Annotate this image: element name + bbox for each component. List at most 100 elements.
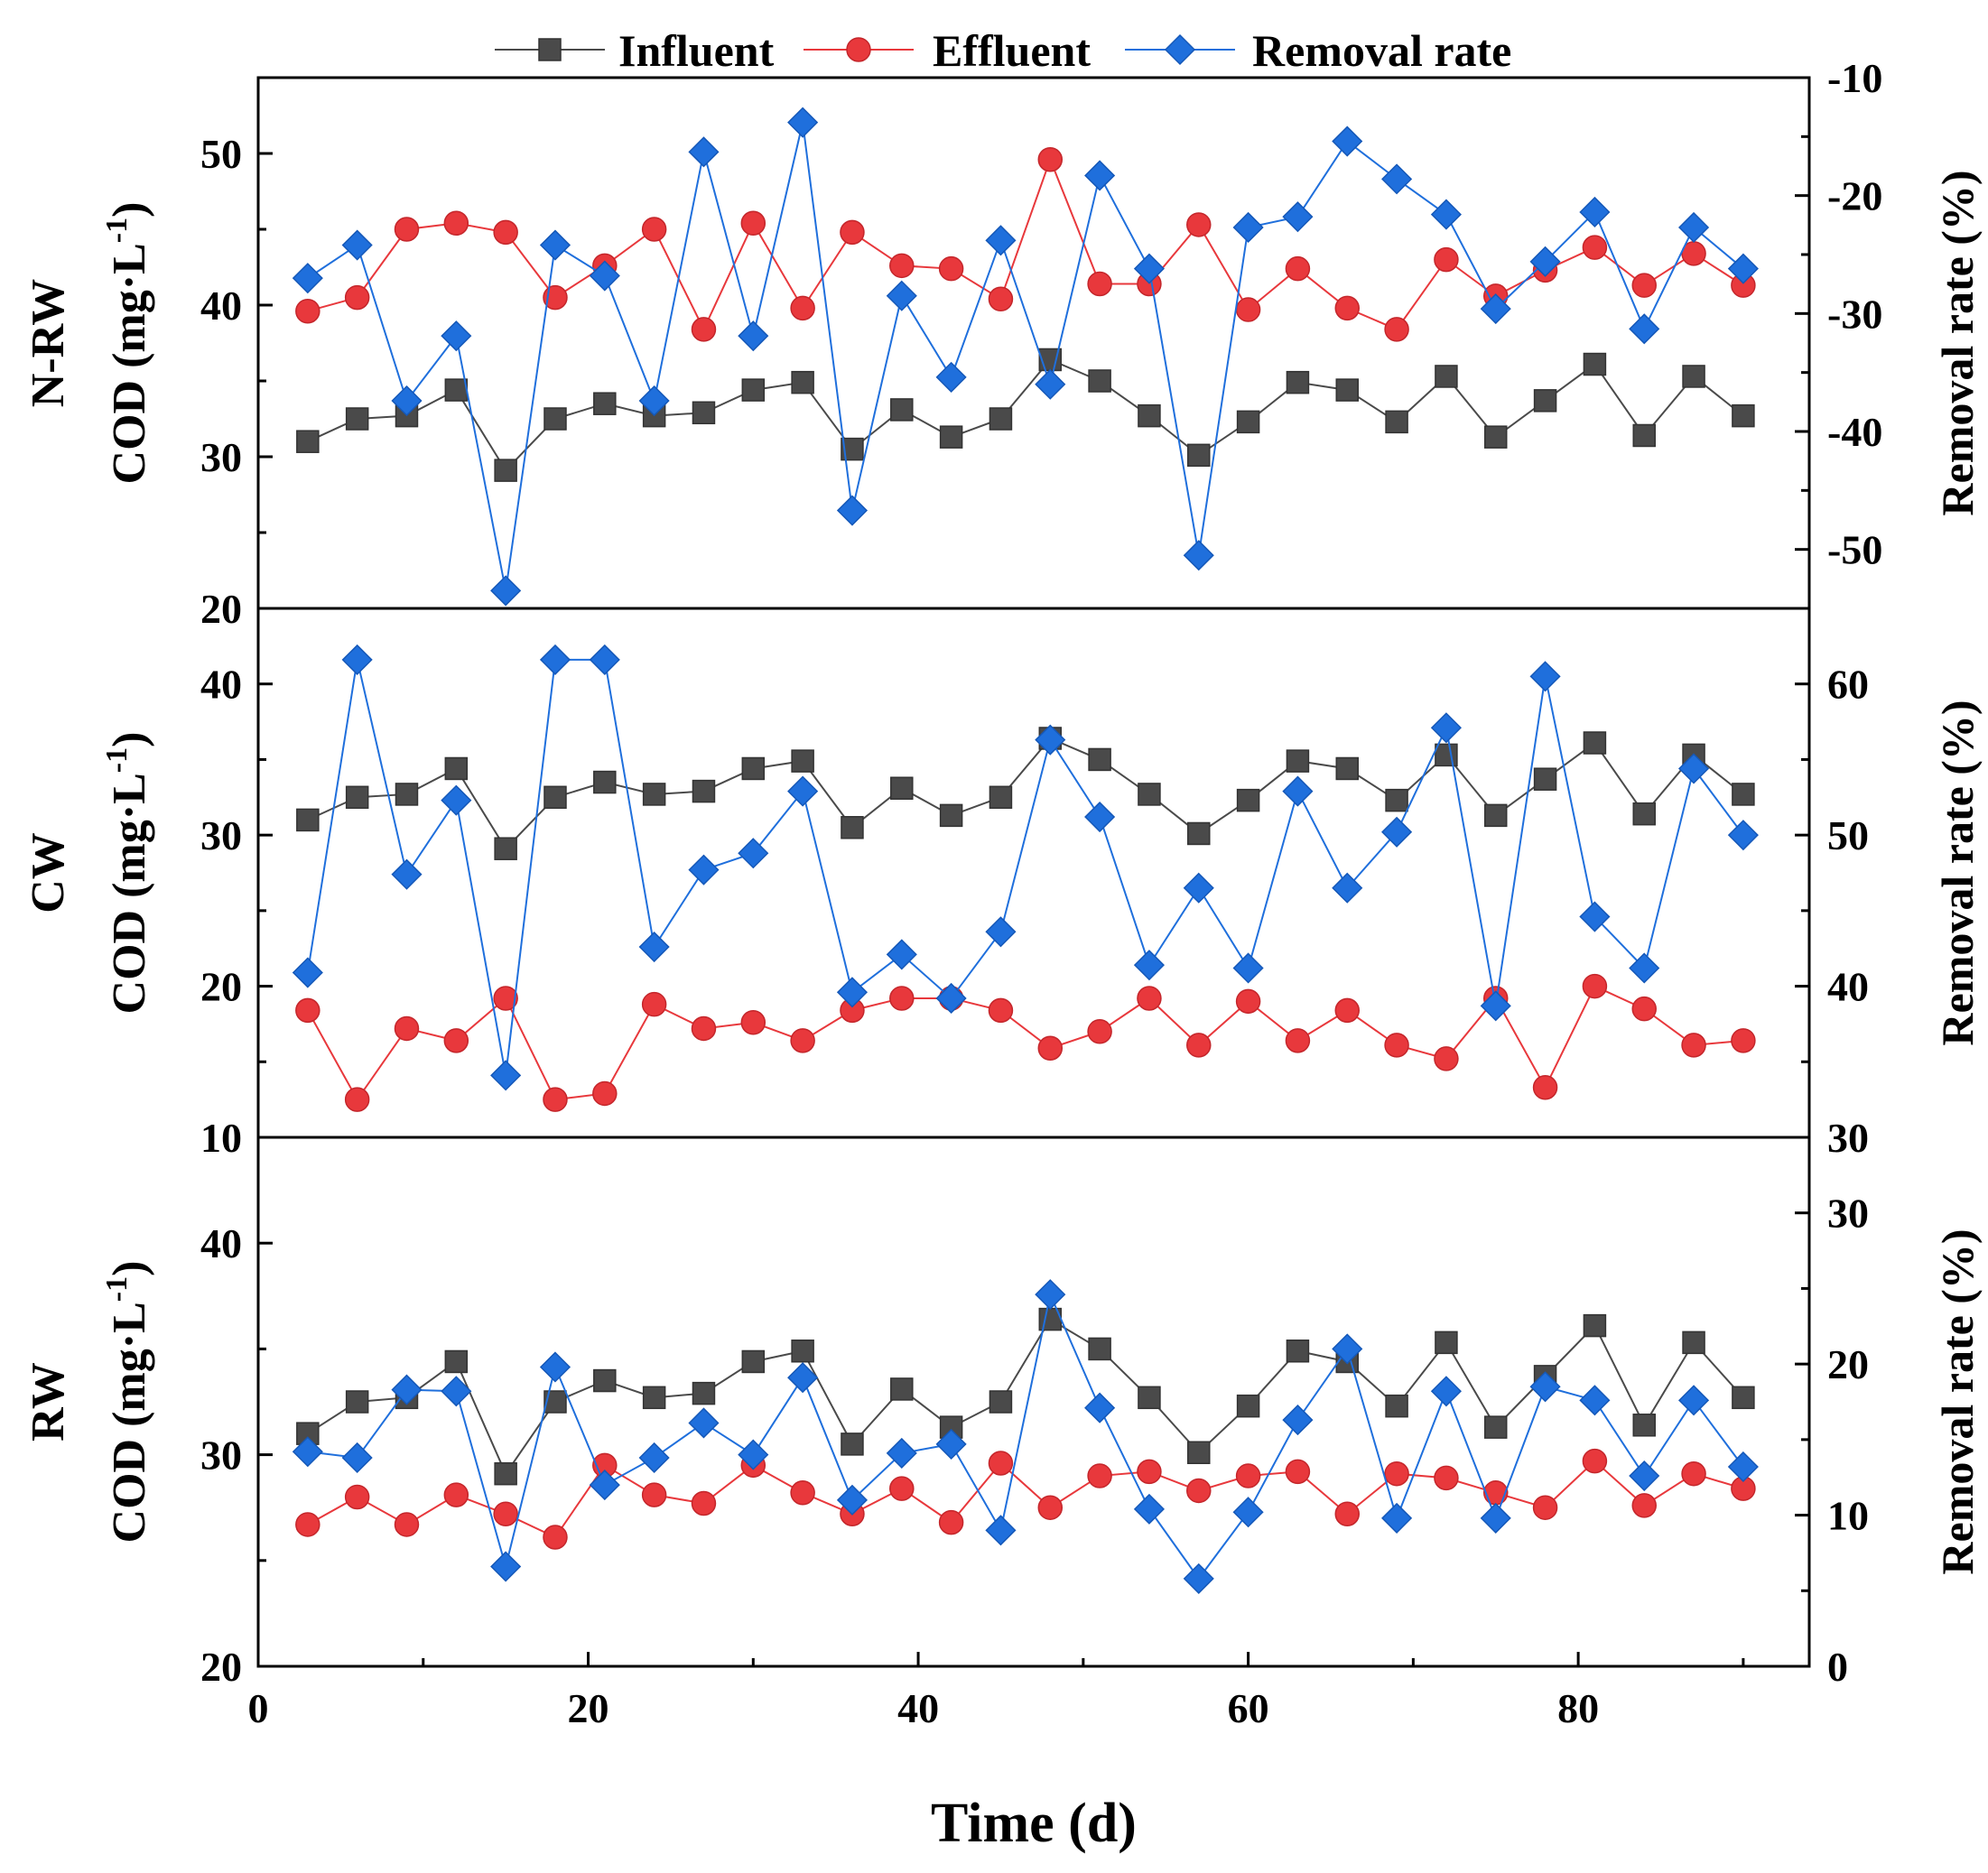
point-influent — [1335, 378, 1360, 402]
point-effluent — [889, 1476, 915, 1501]
point-influent — [692, 401, 716, 425]
point-removal — [1282, 201, 1314, 233]
point-effluent — [443, 1482, 469, 1507]
panel-label: RW — [23, 1362, 74, 1442]
series-line-effluent — [306, 985, 1743, 1102]
panel-rw: 20 30 40 0 10 20 30 COD (mg·L-1) RW Removal rate … — [23, 1136, 1983, 1690]
point-effluent — [344, 1087, 370, 1112]
point-removal — [1381, 1502, 1413, 1534]
point-influent — [1187, 443, 1211, 468]
point-removal — [1084, 160, 1116, 191]
point-removal — [1084, 1392, 1116, 1423]
point-removal — [886, 280, 917, 311]
point-removal — [539, 644, 571, 675]
point-effluent — [988, 286, 1014, 312]
point-effluent — [1235, 988, 1261, 1015]
x-tick-label: 40 — [897, 1685, 939, 1731]
point-influent — [395, 783, 419, 806]
point-influent — [345, 407, 369, 431]
point-effluent — [691, 1490, 717, 1516]
point-influent — [791, 1339, 814, 1363]
point-effluent — [1235, 297, 1261, 322]
x-axis-title: Time (d) — [931, 1793, 1137, 1854]
point-removal — [836, 495, 869, 526]
panel-label: CW — [23, 832, 74, 913]
point-effluent — [493, 219, 518, 246]
legend-label-removal: Removal rate — [1252, 25, 1511, 76]
point-effluent — [988, 1451, 1014, 1476]
left-tick-label: 30 — [200, 812, 242, 858]
chart-legend: Influent Effluent Removal rate — [495, 25, 1511, 76]
point-removal — [1183, 1562, 1214, 1594]
point-influent — [1483, 1415, 1508, 1439]
point-removal — [441, 784, 472, 816]
point-influent — [1385, 1394, 1408, 1418]
point-effluent — [543, 1525, 568, 1550]
point-removal — [1579, 1385, 1611, 1416]
point-effluent — [344, 1484, 370, 1510]
point-influent — [1583, 1313, 1607, 1338]
panel-n-rw: 20 30 40 50 -50 -40 -30 -20 -10 COD (mg·L-1) N-RW R… — [23, 55, 1983, 632]
left-tick-label: 30 — [200, 1433, 242, 1479]
point-influent — [692, 779, 716, 803]
point-removal — [1332, 872, 1363, 904]
point-effluent — [592, 1080, 618, 1107]
right-tick-label: 60 — [1827, 662, 1869, 708]
point-influent — [1632, 802, 1656, 826]
point-removal — [1480, 990, 1511, 1022]
point-influent — [890, 398, 914, 422]
series-removal — [292, 1279, 1759, 1594]
point-effluent — [493, 1501, 518, 1526]
point-effluent — [1137, 986, 1162, 1011]
x-tick-label: 20 — [568, 1685, 609, 1731]
point-removal — [1677, 753, 1710, 784]
right-tick-label: -30 — [1827, 291, 1882, 337]
point-effluent — [938, 1509, 964, 1535]
point-effluent — [1681, 1460, 1706, 1487]
point-removal — [490, 1551, 522, 1582]
point-removal — [638, 931, 670, 963]
legend-marker-influent — [538, 38, 562, 61]
point-removal — [441, 320, 472, 352]
right-tick-label: -10 — [1827, 55, 1882, 101]
right-tick-label: 30 — [1827, 1115, 1869, 1161]
ylabel-close: ) — [104, 732, 155, 747]
point-effluent — [493, 986, 518, 1011]
point-removal — [836, 977, 869, 1008]
ylabel-close: ) — [104, 1261, 155, 1276]
point-effluent — [295, 298, 320, 324]
point-effluent — [1434, 246, 1459, 273]
point-influent — [1732, 1386, 1755, 1410]
point-effluent — [1334, 997, 1361, 1024]
point-removal — [292, 957, 323, 988]
point-removal — [1677, 1385, 1710, 1416]
point-influent — [1682, 365, 1705, 388]
point-removal — [638, 385, 670, 417]
x-tick-label: 0 — [248, 1685, 269, 1731]
point-effluent — [641, 991, 667, 1017]
point-influent — [444, 756, 469, 781]
point-effluent — [790, 1028, 815, 1053]
point-effluent — [1731, 1028, 1756, 1053]
point-removal — [1232, 1497, 1264, 1528]
point-removal — [935, 1428, 967, 1460]
point-removal — [688, 136, 720, 168]
point-removal — [1035, 368, 1066, 400]
right-axis-title: Removal rate (%) — [1932, 170, 1983, 515]
point-influent — [1286, 1339, 1310, 1363]
point-influent — [543, 407, 567, 431]
point-influent — [1483, 803, 1508, 828]
point-effluent — [344, 284, 370, 311]
point-influent — [1187, 1441, 1211, 1465]
point-removal — [688, 854, 720, 886]
point-effluent — [1582, 973, 1608, 999]
point-removal — [1677, 211, 1710, 244]
point-removal — [1282, 775, 1314, 807]
series-influent — [296, 1307, 1755, 1486]
right-axis-title: Removal rate (%) — [1932, 1229, 1983, 1574]
point-removal — [935, 982, 967, 1015]
point-influent — [296, 430, 320, 453]
left-axis-title: COD (mg·L-1) — [100, 202, 155, 485]
